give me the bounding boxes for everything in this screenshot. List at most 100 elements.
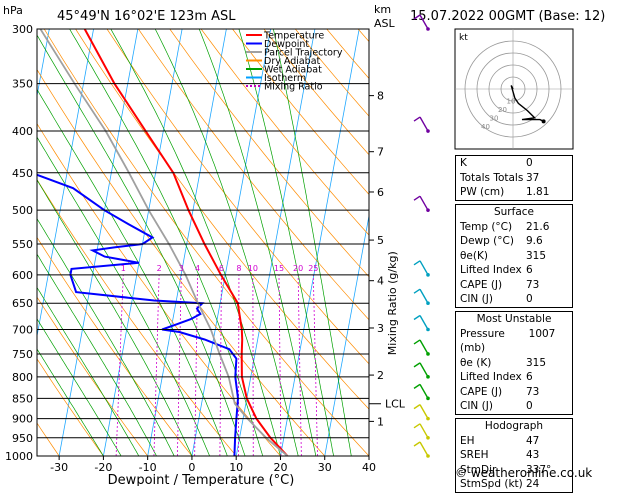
pressure-tick-label: 700 xyxy=(12,324,33,337)
panel-row-label: EH xyxy=(460,434,475,449)
dry-adiabat-line xyxy=(0,29,236,456)
isotherm-line xyxy=(148,29,227,456)
mixing-ratio-label: 2 xyxy=(157,264,162,273)
pressure-tick-label: 950 xyxy=(12,432,33,445)
km-tick-label: 8 xyxy=(377,90,384,103)
panel-row-value: 1.81 xyxy=(526,185,568,200)
panel-row-label: CAPE (J) xyxy=(460,385,502,400)
panel-row: CAPE (J)73 xyxy=(456,385,572,400)
hodograph-kt-label: kt xyxy=(459,33,468,43)
km-tick-label: 4 xyxy=(377,275,384,288)
panel-row: CIN (J) 0 xyxy=(456,292,572,307)
wind-barb-dot xyxy=(426,397,430,401)
x-tick-label: -30 xyxy=(50,461,68,474)
isotherm-line xyxy=(325,29,404,456)
wind-barb-flag xyxy=(414,405,420,409)
pressure-tick-label: 800 xyxy=(12,371,33,384)
wind-barb-flag xyxy=(414,196,420,200)
panel-row-label: Dewp (°C) xyxy=(460,234,514,249)
mixing-ratio-label: 8 xyxy=(236,264,241,273)
pressure-tick-label: 350 xyxy=(12,78,33,91)
panel-row: Lifted Index 6 xyxy=(456,263,572,278)
panel-section-title: Most Unstable xyxy=(456,312,572,327)
wind-barb-dot xyxy=(426,273,430,277)
panel-row: θe (K)315 xyxy=(456,356,572,371)
x-tick-label: 30 xyxy=(318,461,332,474)
panel-row-label: Totals Totals xyxy=(460,171,523,186)
panel-row-label: K xyxy=(460,156,467,171)
wind-barb xyxy=(420,340,428,354)
profiles xyxy=(0,29,288,456)
panel-row: PW (cm) 1.81 xyxy=(456,185,572,200)
pressure-tick-label: 850 xyxy=(12,392,33,405)
panel-row: CIN (J) 0 xyxy=(456,399,572,414)
pressure-tick-label: 600 xyxy=(12,269,33,282)
mixing-ratio-label: 10 xyxy=(248,264,258,273)
isotherm-line xyxy=(0,29,5,456)
dry-adiabat-line xyxy=(264,29,629,456)
panel-row-value: 9.6 xyxy=(526,234,568,249)
mixing-ratio-label: 4 xyxy=(195,264,200,273)
km-label: km xyxy=(374,3,391,16)
panel-row-label: PW (cm) xyxy=(460,185,504,200)
panel-row: θe(K)315 xyxy=(456,249,572,264)
panel-row-value: 0 xyxy=(526,156,568,171)
panel-row-value: 73 xyxy=(526,278,568,293)
panel-row-value: 315 xyxy=(526,249,568,264)
x-tick-label: 40 xyxy=(362,461,376,474)
wind-barb-flag xyxy=(414,289,420,293)
wind-barb-dot xyxy=(426,129,430,133)
wind-barb-flag xyxy=(414,261,420,265)
mixing-ratio-label: 1 xyxy=(121,264,126,273)
panel-row: Dewp (°C) 9.6 xyxy=(456,234,572,249)
panel-row-value: 6 xyxy=(526,263,568,278)
mixing-ratio-label: 6 xyxy=(219,264,224,273)
mixing-ratio-label: 25 xyxy=(308,264,318,273)
wind-barbs xyxy=(414,15,430,458)
panel-row-value: 43 xyxy=(526,448,568,463)
wind-barb xyxy=(420,442,428,456)
pressure-tick-label: 550 xyxy=(12,238,33,251)
pressure-tick-label: 500 xyxy=(12,204,33,217)
wind-barb-dot xyxy=(426,454,430,458)
hodograph-ring-label: 20 xyxy=(498,106,507,114)
mixing-ratio-axis-title: Mixing Ratio (g/kg) xyxy=(386,251,399,355)
wind-barb-dot xyxy=(426,352,430,356)
panel-row: CAPE (J)73 xyxy=(456,278,572,293)
pressure-tick-label: 450 xyxy=(12,167,33,180)
wind-barb xyxy=(420,196,428,210)
panel-row: Temp (°C)21.6 xyxy=(456,220,572,235)
panel-row-value: 37 xyxy=(526,171,568,186)
panel-row-label: Lifted Index xyxy=(460,263,522,278)
panel-row: Pressure (mb)1007 xyxy=(456,327,572,356)
pressure-tick-label: 750 xyxy=(12,348,33,361)
x-tick-label: -20 xyxy=(94,461,112,474)
wind-barb-dot xyxy=(426,208,430,212)
datetime-title: 15.07.2022 00GMT (Base: 12) xyxy=(410,9,605,24)
panel-row-value: 0 xyxy=(526,292,568,307)
hodograph-ring-label: 30 xyxy=(490,114,499,122)
km-tick-label: 5 xyxy=(377,234,384,247)
panel-row-label: CIN (J) xyxy=(460,399,493,414)
hodograph-storm-dot xyxy=(542,119,546,123)
km-tick-label: 1 xyxy=(377,415,384,428)
dry-adiabat-line xyxy=(44,29,369,456)
panel-row-label: CIN (J) xyxy=(460,292,493,307)
hodograph-ring-label: 10 xyxy=(507,97,516,105)
km-tick-label: 2 xyxy=(377,369,384,382)
x-tick-label: 10 xyxy=(229,461,243,474)
wind-barb-flag xyxy=(414,424,420,428)
lcl-label: LCL xyxy=(385,398,406,411)
panel-row-value: 0 xyxy=(526,399,568,414)
mixing-ratio-line xyxy=(279,275,281,456)
wind-barb xyxy=(420,363,428,377)
isotherm-line xyxy=(280,29,359,456)
wind-barb xyxy=(420,316,428,330)
